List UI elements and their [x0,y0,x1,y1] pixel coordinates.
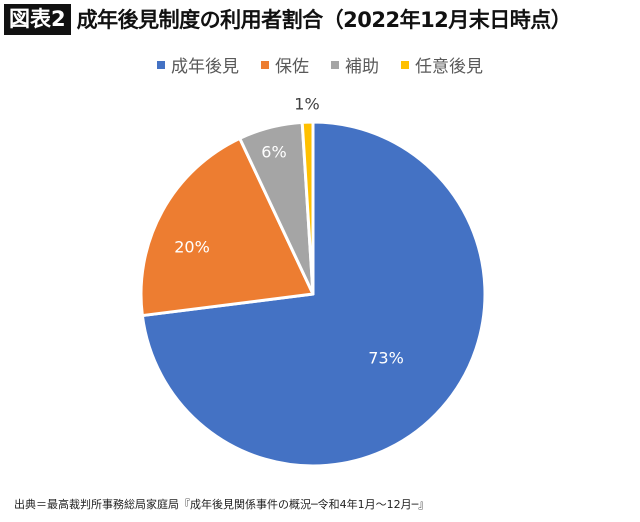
slice-label-hojo: 6% [261,142,287,162]
figure-label: 図表2 [4,3,71,35]
pie-slice-hosa [139,136,315,318]
legend-swatch-gray [331,60,339,69]
legend-swatch-yellow [401,60,409,69]
legend-label: 成年後見 [171,57,239,77]
legend-swatch-orange [261,60,269,69]
slice-label-hosa: 20% [174,237,210,257]
legend-item-seinen-kouken: 成年後見 [157,52,239,77]
source-note: 出典＝最高裁判所事務総局家庭局『成年後見関係事件の概況─令和4年1月～12月─』 [14,498,430,511]
chart-title-bar: 図表2 成年後見制度の利用者割合（2022年12月末日時点） [4,3,572,35]
pie-slice-nini-kouken [300,120,315,296]
legend-item-hosa: 保佐 [261,52,309,77]
legend-label: 補助 [345,57,379,77]
slice-label-seinen-kouken: 73% [368,348,404,368]
slice-label-nini-kouken: 1% [294,94,320,114]
legend-label: 保佐 [275,57,309,77]
legend-item-nini-kouken: 任意後見 [401,52,483,77]
chart-title: 成年後見制度の利用者割合（2022年12月末日時点） [76,8,572,32]
legend-label: 任意後見 [415,57,483,77]
chart-legend: 成年後見 保佐 補助 任意後見 [0,52,640,77]
legend-item-hojo: 補助 [331,52,379,77]
legend-swatch-blue [157,60,165,69]
